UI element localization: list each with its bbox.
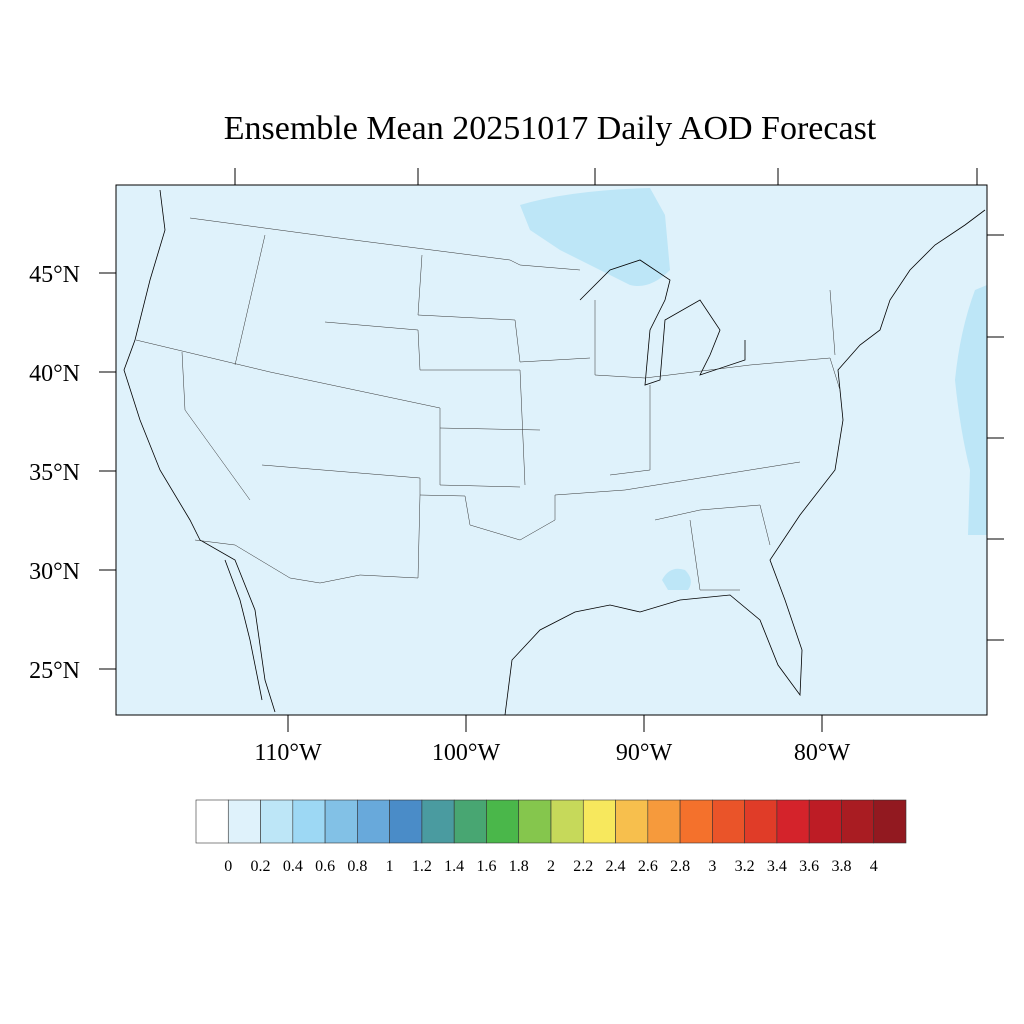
colorbar-box: [679, 799, 713, 844]
colorbar-box: [615, 799, 649, 844]
map-ticks: [99, 168, 1004, 732]
lon-label: 100°W: [432, 740, 501, 766]
colorbar-box: [453, 799, 487, 844]
colorbar-box: [324, 799, 358, 844]
colorbar-label: 3.4: [767, 858, 787, 875]
colorbar-box: [486, 799, 520, 844]
aod-patch-gulf: [662, 568, 691, 590]
colorbar: 0 0.2 0.4 0.6 0.8 1 1.2 1.4 1.6 1.8 2 2.2 2.4 2.6 2.8 3…: [195, 799, 907, 875]
colorbar-box: [647, 799, 681, 844]
map-background: [116, 185, 987, 715]
lon-label: 90°W: [616, 740, 673, 766]
aod-patch-atlantic: [955, 285, 987, 535]
colorbar-label: 2: [547, 858, 555, 875]
colorbar-label: 0.6: [315, 858, 335, 875]
colorbar-label: 0.8: [347, 858, 367, 875]
colorbar-box: [227, 799, 261, 844]
colorbar-label: 3.8: [831, 858, 851, 875]
aod-patch-great-lakes: [520, 188, 670, 286]
colorbar-label: 4: [870, 858, 878, 875]
colorbar-box: [389, 799, 423, 844]
colorbar-label: 2.2: [573, 858, 593, 875]
colorbar-box: [712, 799, 745, 844]
colorbar-box: [518, 799, 552, 844]
chart-title: Ensemble Mean 20251017 Daily AOD Forecas…: [223, 110, 877, 147]
colorbar-label: 2.8: [670, 858, 690, 875]
colorbar-box: [292, 799, 326, 844]
colorbar-label: 0.4: [283, 858, 303, 875]
colorbar-label: 2.6: [638, 858, 658, 875]
colorbar-label: 1.8: [509, 858, 529, 875]
colorbar-box: [195, 799, 229, 844]
colorbar-box: [744, 799, 778, 844]
colorbar-box: [357, 799, 390, 844]
colorbar-label: 1: [386, 858, 394, 875]
colorbar-label: 1.4: [444, 858, 464, 875]
colorbar-box: [582, 799, 616, 844]
colorbar-label: 1.6: [476, 858, 496, 875]
lat-label: 45°N: [29, 262, 80, 288]
lat-label: 35°N: [29, 460, 80, 486]
colorbar-label: 3: [708, 858, 716, 875]
lon-label: 80°W: [794, 740, 851, 766]
colorbar-label: 0.2: [251, 858, 271, 875]
lat-label: 25°N: [29, 658, 80, 684]
colorbar-label: 3.2: [735, 858, 755, 875]
colorbar-box: [550, 799, 584, 844]
lat-label: 40°N: [29, 361, 80, 387]
coastlines: [123, 189, 986, 716]
colorbar-box: [260, 799, 294, 844]
colorbar-box: [421, 799, 455, 844]
lat-label: 30°N: [29, 559, 80, 585]
political-boundaries: [135, 217, 841, 591]
lon-label: 110°W: [254, 740, 322, 766]
colorbar-box: [841, 799, 875, 844]
colorbar-label: 0: [224, 858, 232, 875]
colorbar-label: 3.6: [799, 858, 819, 875]
colorbar-label: 1.2: [412, 858, 432, 875]
colorbar-box: [776, 799, 810, 844]
map-frame: [115, 184, 988, 716]
map-panel: 45°N 40°N 35°N 30°N 25°N 110°W 100°W 90°…: [29, 168, 1004, 766]
colorbar-label: 2.4: [606, 858, 626, 875]
colorbar-box: [873, 799, 907, 844]
colorbar-box: [808, 799, 842, 844]
